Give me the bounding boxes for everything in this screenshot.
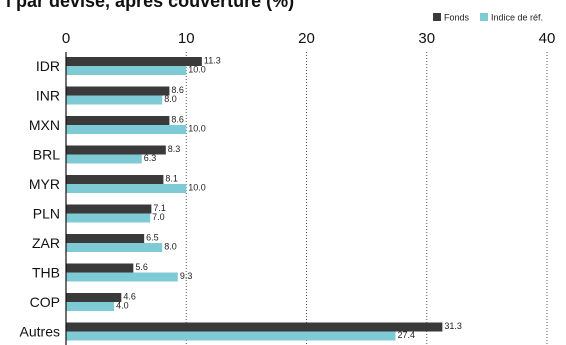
bar-fonds xyxy=(66,263,134,273)
gridlines xyxy=(185,52,548,345)
x-axis-ticks: 0 10 20 30 40 xyxy=(62,30,556,47)
bar-fonds xyxy=(66,57,202,66)
data-label-indice: 10.0 xyxy=(188,65,206,75)
data-label-indice: 7.0 xyxy=(152,212,165,222)
data-label-fonds: 8.6 xyxy=(171,85,184,95)
data-label-fonds: 5.6 xyxy=(135,262,148,272)
data-label-indice: 8.0 xyxy=(164,94,177,104)
data-label-fonds: 8.1 xyxy=(165,174,178,184)
data-label-fonds: 8.6 xyxy=(171,115,184,125)
bar-indice xyxy=(66,125,187,134)
data-label-indice: 6.3 xyxy=(144,153,157,163)
category-label: MYR xyxy=(29,176,60,192)
category-label: Autres xyxy=(20,324,60,340)
bars xyxy=(66,57,443,341)
bar-indice xyxy=(66,243,163,252)
chart-title: l par devise, après couverture (%) xyxy=(6,0,294,11)
bar-fonds xyxy=(66,204,152,214)
legend-label-indice: Indice de réf. xyxy=(491,13,543,23)
bar-fonds xyxy=(66,116,170,125)
data-label-fonds: 7.1 xyxy=(153,203,166,213)
legend-label-fonds: Fonds xyxy=(444,13,470,23)
y-axis-categories: IDR INR MXN BRL MYR PLN ZAR THB COP Autres xyxy=(20,58,61,340)
x-tick-label: 20 xyxy=(298,30,315,47)
data-label-indice: 4.0 xyxy=(116,301,129,311)
data-label-fonds: 31.3 xyxy=(444,321,462,331)
bar-indice xyxy=(66,154,142,164)
bar-indice xyxy=(66,213,151,223)
x-tick-label: 10 xyxy=(178,30,195,47)
bar-indice xyxy=(66,66,187,75)
bar-fonds xyxy=(66,234,145,243)
x-tick-label: 0 xyxy=(62,30,70,47)
category-label: COP xyxy=(30,294,60,310)
bar-fonds xyxy=(66,322,443,332)
category-label: IDR xyxy=(36,58,60,74)
category-label: BRL xyxy=(33,147,60,163)
bar-fonds xyxy=(66,86,170,96)
bar-fonds xyxy=(66,145,166,155)
data-label-indice: 10.0 xyxy=(188,124,206,134)
category-label: THB xyxy=(32,265,60,281)
bar-fonds xyxy=(66,293,122,302)
data-label-fonds: 6.5 xyxy=(146,233,159,243)
x-tick-label: 40 xyxy=(539,30,556,47)
data-label-fonds: 11.3 xyxy=(204,56,221,66)
data-label-indice: 9.3 xyxy=(180,271,193,281)
data-label-fonds: 4.6 xyxy=(123,292,136,302)
data-label-fonds: 8.3 xyxy=(168,144,181,154)
bar-indice xyxy=(66,184,187,193)
data-label-indice: 8.0 xyxy=(164,242,177,252)
data-labels: 11.310.08.68.08.610.08.36.38.110.07.17.0… xyxy=(116,56,462,341)
category-label: MXN xyxy=(29,117,60,133)
bar-indice xyxy=(66,272,178,282)
bar-fonds xyxy=(66,175,164,184)
data-label-indice: 10.0 xyxy=(188,183,206,193)
x-tick-label: 30 xyxy=(418,30,435,47)
legend-swatch-fonds xyxy=(433,13,441,21)
bar-indice xyxy=(66,331,396,341)
bar-indice xyxy=(66,95,163,105)
category-label: ZAR xyxy=(32,235,60,251)
category-label: INR xyxy=(36,88,60,104)
data-label-indice: 27.4 xyxy=(397,330,415,340)
legend-swatch-indice xyxy=(480,13,488,21)
bar-indice xyxy=(66,302,115,311)
legend: Fonds Indice de réf. xyxy=(433,13,543,23)
category-label: PLN xyxy=(33,206,60,222)
